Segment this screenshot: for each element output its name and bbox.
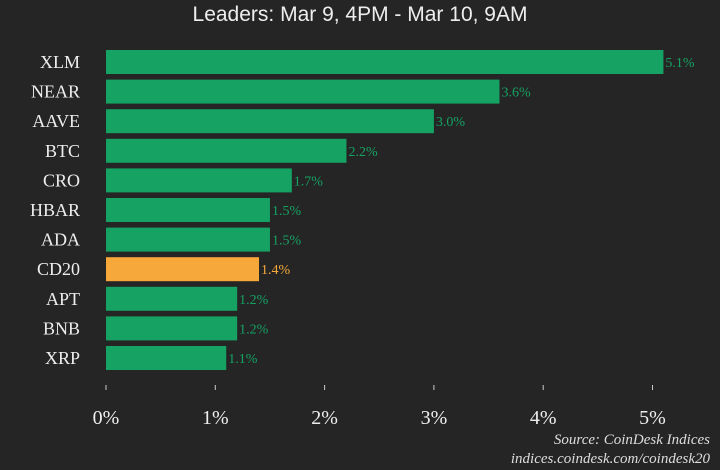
bar	[106, 316, 238, 341]
bar	[106, 286, 238, 311]
category-label: CRO	[43, 170, 80, 190]
data-label: 1.4%	[261, 263, 291, 278]
category-label: XLM	[40, 52, 80, 72]
data-label: 1.2%	[239, 322, 269, 337]
source-url: indices.coindesk.com/coindesk20	[510, 451, 710, 467]
bar	[106, 257, 260, 282]
category-label: CD20	[37, 259, 80, 279]
x-tick-label: 2%	[311, 407, 338, 429]
source-text: Source: CoinDesk Indices	[553, 432, 710, 448]
category-label: XRP	[45, 348, 80, 368]
data-label: 1.2%	[239, 293, 269, 308]
category-label: ADA	[41, 230, 80, 250]
data-label: 5.1%	[665, 56, 695, 71]
data-label: 3.0%	[436, 115, 466, 130]
bar	[106, 109, 434, 134]
category-label: HBAR	[30, 200, 80, 220]
x-tick-label: 3%	[421, 407, 448, 429]
category-label: NEAR	[31, 82, 80, 102]
x-tick-label: 1%	[202, 407, 229, 429]
data-label: 3.6%	[501, 86, 530, 101]
data-label: 1.7%	[294, 174, 324, 189]
data-label: 1.1%	[228, 352, 257, 367]
bar	[106, 138, 347, 163]
bar	[106, 79, 500, 104]
x-tick-label: 0%	[93, 407, 120, 429]
category-label: APT	[46, 289, 80, 309]
category-label: AAVE	[32, 111, 80, 131]
chart-title: Leaders: Mar 9, 4PM - Mar 10, 9AM	[192, 3, 528, 26]
bar	[106, 198, 270, 222]
x-tick-label: 4%	[530, 407, 557, 429]
bar	[106, 168, 292, 193]
data-label: 1.5%	[272, 204, 302, 219]
data-label: 2.2%	[348, 145, 378, 160]
category-label: BNB	[43, 318, 80, 338]
category-label: BTC	[45, 141, 80, 161]
x-tick-label: 5%	[639, 407, 666, 429]
bar	[106, 346, 227, 370]
bar	[106, 50, 664, 74]
data-label: 1.5%	[272, 234, 302, 249]
bar	[106, 227, 270, 252]
